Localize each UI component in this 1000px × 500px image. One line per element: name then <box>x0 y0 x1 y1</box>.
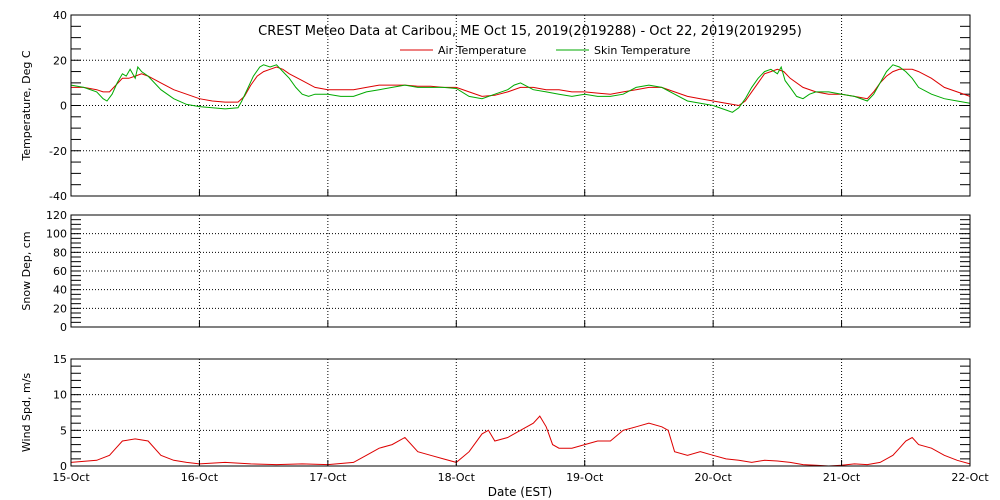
temperature-y-tick-label: -20 <box>49 145 67 158</box>
snow-depth-y-tick-label: 60 <box>53 265 67 278</box>
wind-speed-panel: 15 10 5 0 Wind Spd, m/s 15-Oct 16-Oct 17-Oct 18-… <box>20 353 989 484</box>
x-tick-label: 20-Oct <box>694 471 732 484</box>
temperature-series-1 <box>70 64 971 113</box>
legend: Air Temperature Skin Temperature <box>400 44 691 57</box>
temperature-frame <box>70 14 971 197</box>
wind-speed-y-tick-label: 15 <box>53 353 67 366</box>
wind-speed-series-0 <box>70 415 971 467</box>
x-tick-label: 19-Oct <box>566 471 604 484</box>
temperature-panel: 40 20 0 -20 -40 Temperature, Deg C <box>20 9 971 203</box>
snow-depth-y-tick-label: 120 <box>46 209 67 222</box>
temperature-y-tick-label: -40 <box>49 190 67 203</box>
snow-depth-y-tick-label: 40 <box>53 284 67 297</box>
x-tick-label: 15-Oct <box>52 471 90 484</box>
snow-depth-panel: 120 100 80 60 40 20 0 Snow Dep, cm <box>20 209 971 334</box>
wind-speed-y-tick-label: 5 <box>60 424 67 437</box>
legend-label-skin: Skin Temperature <box>594 44 691 57</box>
x-tick-label: 17-Oct <box>309 471 347 484</box>
x-tick-label: 21-Oct <box>823 471 861 484</box>
wind-speed-y-axis-label: Wind Spd, m/s <box>20 373 33 453</box>
snow-depth-y-axis-label: Snow Dep, cm <box>20 231 33 310</box>
x-tick-label: 16-Oct <box>181 471 219 484</box>
x-axis-label: Date (EST) <box>488 485 552 499</box>
snow-depth-frame <box>70 214 971 328</box>
snow-depth-y-tick-label: 0 <box>60 321 67 334</box>
wind-speed-y-tick-label: 0 <box>60 460 67 473</box>
wind-speed-y-tick-label: 10 <box>53 389 67 402</box>
x-tick-label: 18-Oct <box>438 471 476 484</box>
snow-depth-y-tick-label: 80 <box>53 246 67 259</box>
temperature-y-axis-label: Temperature, Deg C <box>20 50 33 161</box>
temperature-y-tick-label: 40 <box>53 9 67 22</box>
temperature-y-tick-label: 20 <box>53 54 67 67</box>
chart-title: CREST Meteo Data at Caribou, ME Oct 15, … <box>258 24 802 39</box>
snow-depth-y-tick-label: 20 <box>53 302 67 315</box>
temperature-series-0 <box>71 66 971 107</box>
wind-speed-frame <box>70 358 971 467</box>
legend-label-air: Air Temperature <box>438 44 527 57</box>
x-tick-label: 22-Oct <box>951 471 989 484</box>
snow-depth-y-tick-label: 100 <box>46 228 67 241</box>
temperature-y-tick-label: 0 <box>60 100 67 113</box>
